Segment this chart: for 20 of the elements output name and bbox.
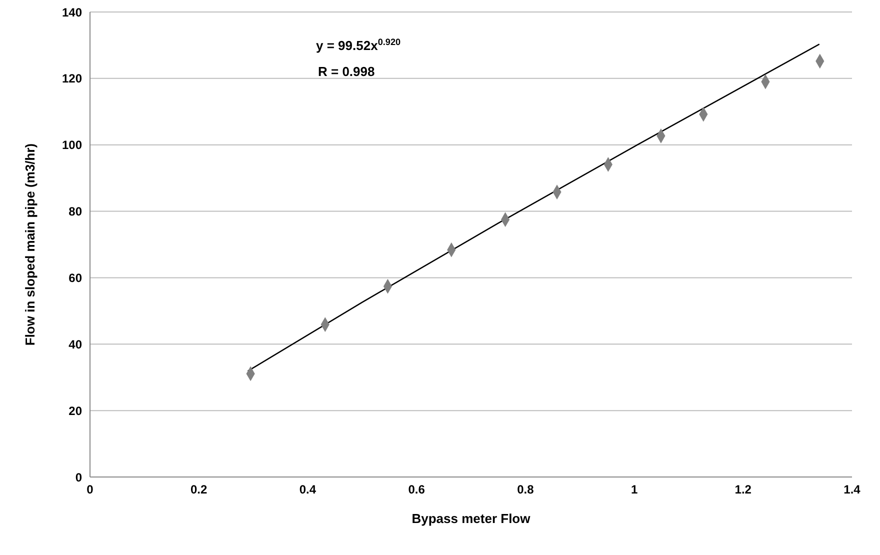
- x-tick-label: 0.8: [517, 482, 534, 497]
- x-tick-label: 1.4: [844, 482, 861, 497]
- y-tick-label: 40: [68, 337, 82, 352]
- x-tick-label: 0.2: [190, 482, 208, 497]
- y-tick-label: 80: [68, 204, 82, 219]
- y-tick-label: 60: [68, 270, 82, 285]
- annotation: R = 0.998: [318, 64, 375, 79]
- x-tick-label: 1: [630, 482, 638, 497]
- annotation: y = 99.52x$^{0.920}$: [316, 37, 401, 53]
- x-tick-label: 0.4: [299, 482, 316, 497]
- y-tick-label: 120: [62, 72, 82, 86]
- x-tick-label: 0: [86, 482, 94, 497]
- x-tick-label: 0.6: [408, 482, 426, 497]
- y-tick-label: 0: [75, 470, 82, 484]
- x-axis-title: Bypass meter Flow: [412, 511, 532, 526]
- x-tick-label: 1.2: [734, 482, 752, 497]
- y-tick-label: 20: [68, 404, 82, 418]
- y-tick-label: 100: [62, 138, 82, 152]
- y-axis-title: Flow in sloped main pipe (m3/hr): [22, 143, 38, 346]
- y-tick-label: 140: [62, 5, 82, 20]
